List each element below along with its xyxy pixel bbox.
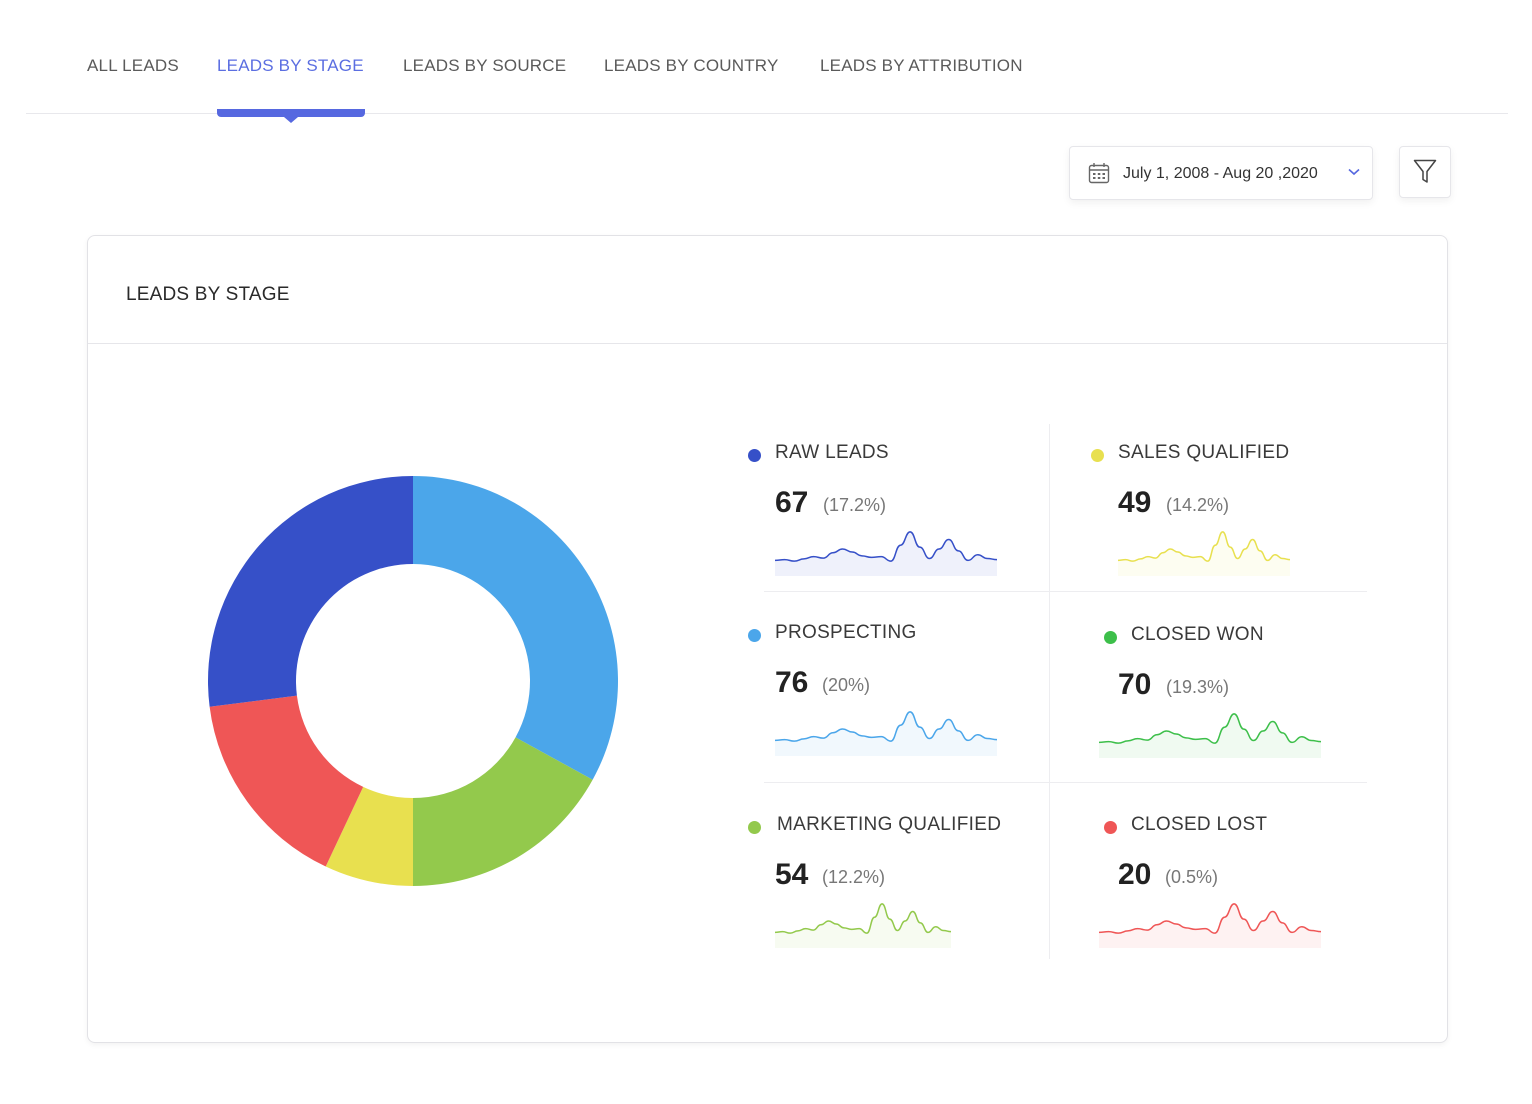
sparkline-line	[1099, 903, 1321, 934]
stat-percent: (17.2%)	[823, 495, 887, 515]
funnel-icon	[1413, 159, 1437, 183]
stat-marketing-qualified: MARKETING QUALIFIED 54 (12.2%)	[748, 814, 1028, 964]
sparkline-area	[1099, 713, 1321, 758]
donut-slice-prospecting	[413, 476, 618, 780]
legend-dot	[748, 449, 761, 462]
stat-value: 70	[1118, 668, 1152, 701]
legend-dot	[1104, 821, 1117, 834]
sparkline	[775, 903, 951, 948]
stat-label: SALES QUALIFIED	[1118, 442, 1290, 463]
donut-slice-closed-lost	[209, 695, 364, 867]
stat-value: 67	[775, 486, 809, 519]
legend-dot	[748, 821, 761, 834]
sparkline-line	[775, 711, 997, 742]
row-divider	[764, 591, 1367, 592]
sparkline-area	[1099, 903, 1321, 948]
stat-label: RAW LEADS	[775, 442, 889, 463]
donut-slice-raw-leads	[208, 476, 413, 707]
sparkline	[775, 711, 997, 756]
legend-dot	[1104, 631, 1117, 644]
column-divider	[1049, 424, 1050, 959]
stat-percent: (14.2%)	[1166, 495, 1230, 515]
leads-by-stage-card: LEADS BY STAGE RAW LEADS 67 (17.2%) SALE…	[87, 235, 1448, 1043]
stat-label: CLOSED LOST	[1131, 814, 1268, 835]
stat-prospecting: PROSPECTING 76 (20%)	[748, 622, 1028, 772]
donut-slice-sales-qualified	[325, 786, 413, 886]
stat-value: 76	[775, 666, 809, 699]
sparkline-line	[775, 531, 997, 562]
donut-chart	[208, 476, 618, 886]
tab-bar: ALL LEADS LEADS BY STAGE LEADS BY SOURCE…	[26, 0, 1508, 114]
stat-closed-won: CLOSED WON 70 (19.3%)	[1099, 624, 1384, 774]
sparkline	[1099, 903, 1321, 948]
date-range-label: July 1, 2008 - Aug 20 ,2020	[1123, 165, 1318, 182]
card-title: LEADS BY STAGE	[126, 284, 290, 305]
chevron-down-icon	[1348, 168, 1360, 176]
sparkline-line	[1099, 713, 1321, 744]
stat-value: 54	[775, 858, 809, 891]
filter-button[interactable]	[1399, 146, 1451, 198]
stat-raw-leads: RAW LEADS 67 (17.2%)	[748, 442, 1028, 592]
stat-percent: (12.2%)	[822, 867, 886, 887]
sparkline	[1099, 713, 1321, 758]
stat-value: 49	[1118, 486, 1152, 519]
stat-percent: (0.5%)	[1165, 867, 1219, 887]
tab-leads-by-attribution[interactable]: LEADS BY ATTRIBUTION	[820, 56, 1023, 75]
stat-closed-lost: CLOSED LOST 20 (0.5%)	[1099, 814, 1384, 964]
tab-leads-by-country[interactable]: LEADS BY COUNTRY	[604, 56, 779, 75]
sparkline-area	[775, 531, 997, 576]
tab-leads-by-stage[interactable]: LEADS BY STAGE	[217, 56, 364, 75]
sparkline	[1118, 531, 1290, 576]
stat-value: 20	[1118, 858, 1152, 891]
stat-percent: (19.3%)	[1166, 677, 1230, 697]
stat-sales-qualified: SALES QUALIFIED 49 (14.2%)	[1091, 442, 1371, 592]
sparkline-area	[775, 711, 997, 756]
stat-label: PROSPECTING	[775, 622, 917, 643]
stat-label: CLOSED WON	[1131, 624, 1264, 645]
donut-slice-marketing-qualified	[413, 737, 593, 886]
legend-dot	[748, 629, 761, 642]
row-divider	[764, 782, 1367, 783]
tab-all-leads[interactable]: ALL LEADS	[87, 56, 179, 75]
active-tab-indicator	[217, 109, 365, 123]
sparkline-line	[1118, 531, 1290, 562]
tab-leads-by-source[interactable]: LEADS BY SOURCE	[403, 56, 567, 75]
card-header: LEADS BY STAGE	[88, 236, 1447, 344]
stat-label: MARKETING QUALIFIED	[777, 814, 1002, 835]
sparkline-area	[1118, 531, 1290, 576]
sparkline-line	[775, 903, 951, 934]
stat-percent: (20%)	[822, 675, 871, 695]
sparkline-area	[775, 903, 951, 948]
date-range-picker[interactable]: July 1, 2008 - Aug 20 ,2020	[1069, 146, 1373, 200]
sparkline	[775, 531, 997, 576]
legend-dot	[1091, 449, 1104, 462]
calendar-icon	[1088, 163, 1110, 184]
